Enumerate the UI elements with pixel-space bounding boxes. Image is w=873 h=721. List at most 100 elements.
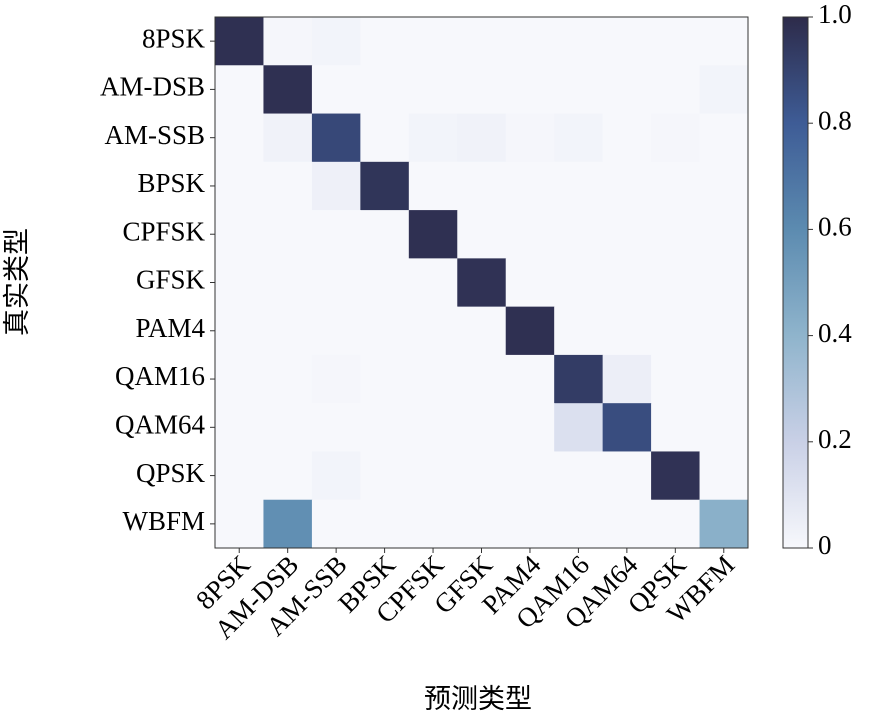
y-axis-label: 真实类型 [2,228,32,336]
cell [408,17,458,66]
y-tick-label: QAM64 [115,410,206,440]
cell [457,113,507,163]
cell [408,258,458,308]
cell [602,161,652,211]
cell [554,451,604,501]
cell [505,499,555,549]
y-tick-label: PAM4 [135,313,205,343]
cell [360,210,410,259]
cell [699,258,749,308]
y-tick-label: CPFSK [122,216,205,246]
cell [602,210,652,259]
cell [311,403,361,452]
cell [505,306,555,356]
colorbar-tick-label: 0.4 [818,318,852,348]
y-tick-label: GFSK [136,265,206,295]
cell [215,306,264,356]
cell [554,210,604,259]
cell [651,451,701,501]
colorbar [782,16,809,549]
cell [408,499,458,549]
cell [457,306,507,356]
x-axis-label: 预测类型 [424,684,532,714]
cell [602,65,652,115]
cell [457,65,507,115]
cell [602,17,652,66]
y-tick-label: AM-SSB [104,120,205,150]
cell [699,17,749,66]
cell [311,17,361,66]
cell [215,451,264,501]
cell [457,354,507,404]
cell [263,17,313,66]
cell [263,65,313,115]
y-tick-label: AM-DSB [100,72,205,102]
cell [408,65,458,115]
cell [457,17,507,66]
cell [457,403,507,452]
cell [408,306,458,356]
cell [360,17,410,66]
cell [263,451,313,501]
cell [602,258,652,308]
cell [408,403,458,452]
cell [651,403,701,452]
cell [699,306,749,356]
cell [699,210,749,259]
cell [505,403,555,452]
cell [505,258,555,308]
cell [505,113,555,163]
cell [311,65,361,115]
cell [699,161,749,211]
cell [360,258,410,308]
cell [457,161,507,211]
cell [311,258,361,308]
cell [651,499,701,549]
cell [311,210,361,259]
cell [651,161,701,211]
cell [505,354,555,404]
cell [699,403,749,452]
cell [457,451,507,501]
cell [360,113,410,163]
cell [408,113,458,163]
cell [699,354,749,404]
cell [263,306,313,356]
cell [505,451,555,501]
cell [311,306,361,356]
cell [651,65,701,115]
cell [554,161,604,211]
cell [651,210,701,259]
cell [360,161,410,211]
cell [554,499,604,549]
cell [457,210,507,259]
cell [408,210,458,259]
cell [263,499,313,549]
cell [602,113,652,163]
cell [457,499,507,549]
cell [602,354,652,404]
cell [263,403,313,452]
cell [215,161,264,211]
cell [651,258,701,308]
cell [215,113,264,163]
cell [263,113,313,163]
cell [311,161,361,211]
y-tick-label: QAM16 [115,361,205,391]
cell [651,113,701,163]
cell [215,258,264,308]
cell [311,451,361,501]
colorbar-tick-label: 0 [818,530,832,560]
cell [263,161,313,211]
cell [699,113,749,163]
cell [554,258,604,308]
cell [554,354,604,404]
cell [311,113,361,163]
cell [311,354,361,404]
cell [215,403,264,452]
cell [505,65,555,115]
cell [360,499,410,549]
cell [602,306,652,356]
